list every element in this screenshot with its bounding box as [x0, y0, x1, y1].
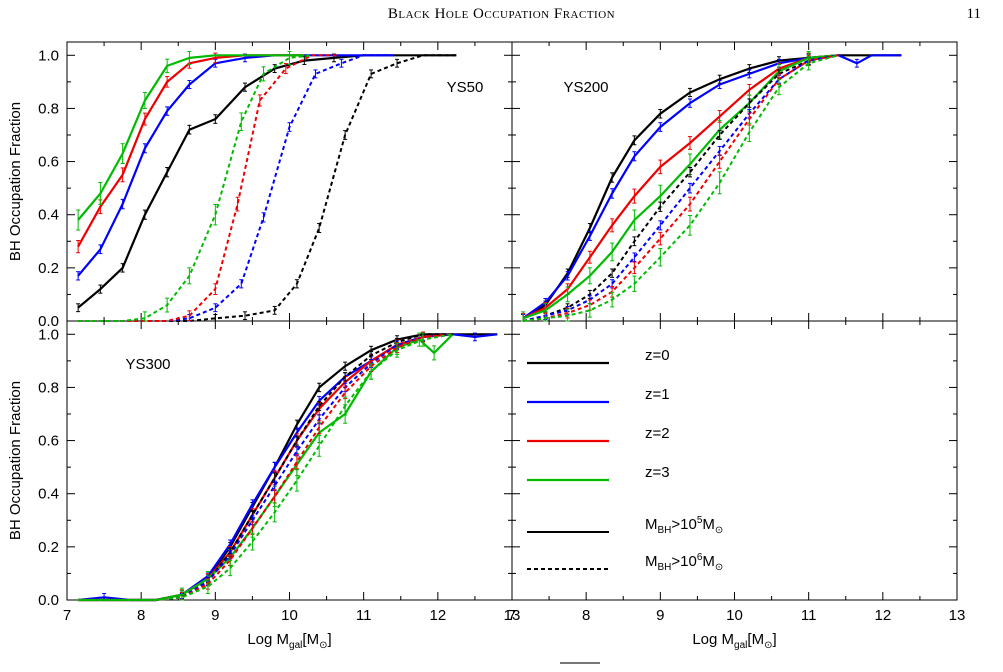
x-tick-label: 10 — [726, 607, 743, 624]
running-title: Black Hole Occupation Fraction — [387, 6, 616, 22]
series-line-z3-1e5 — [77, 54, 305, 221]
series-line-z0-1e5 — [77, 54, 457, 309]
y-tick-label: 0.0 — [38, 592, 59, 609]
series-line-z2-1e6 — [78, 54, 338, 322]
panel-frames — [66, 41, 958, 601]
legend-label: z=2 — [645, 425, 670, 442]
x-tick-label: 11 — [801, 607, 817, 624]
y-tick-label: 1.0 — [38, 47, 59, 64]
y-tick-label: 0.6 — [38, 433, 59, 450]
series-line-z1-1e6 — [78, 333, 453, 601]
legend-label: MBH>106M⊙ — [645, 552, 723, 573]
series-line-z2-1e5 — [78, 333, 453, 602]
series-line-z3-1e6 — [78, 333, 453, 601]
y-tick-label: 0.0 — [38, 313, 59, 330]
legend-label: z=0 — [645, 347, 670, 364]
y-tick-label: 0.4 — [38, 207, 59, 224]
series-line-z0-1e6 — [78, 333, 453, 601]
series-layer — [76, 50, 902, 602]
panel-label: YS50 — [447, 79, 484, 96]
x-tick-label: 12 — [429, 607, 446, 624]
x-tick-label: 11 — [356, 607, 372, 624]
x-tick-label: 10 — [281, 607, 298, 624]
series-line-z0-1e6 — [78, 54, 457, 322]
panel-label: YS300 — [125, 356, 170, 373]
y-tick-label: 0.4 — [38, 486, 59, 503]
x-axis-title: Log Mgal[M⊙] — [692, 631, 776, 651]
series-line-z1-1e6 — [78, 54, 386, 322]
legend-label: z=1 — [645, 386, 670, 403]
x-tick-label: 7 — [508, 607, 516, 624]
x-tick-label: 9 — [656, 607, 664, 624]
x-tick-label: 9 — [211, 607, 219, 624]
panel-frame-0 — [66, 41, 513, 322]
y-axis-title: BH Occupation Fraction — [7, 381, 24, 540]
y-tick-label: 0.8 — [38, 100, 59, 117]
legend: z=0 z=1 z=2 z=3 MBH>105M⊙ MBH>106M⊙ — [527, 347, 723, 573]
series-line-z2-1e6 — [78, 333, 453, 601]
y-tick-label: 0.2 — [38, 539, 59, 556]
legend-label: z=3 — [645, 464, 670, 481]
series-line-z1-1e5 — [522, 54, 902, 320]
x-tick-label: 8 — [582, 607, 590, 624]
page-header: Black Hole Occupation Fraction 11 — [0, 6, 1003, 32]
x-tick-label: 12 — [874, 607, 891, 624]
y-tick-label: 1.0 — [38, 326, 59, 343]
y-axis-title: BH Occupation Fraction — [7, 102, 24, 261]
y-tick-label: 0.2 — [38, 260, 59, 277]
x-tick-label: 7 — [63, 607, 71, 624]
x-tick-label: 8 — [137, 607, 145, 624]
legend-label: MBH>105M⊙ — [645, 515, 723, 536]
x-tick-label: 13 — [504, 607, 521, 624]
panel-label: YS200 — [563, 79, 608, 96]
series-line-z3-1e5 — [78, 333, 454, 602]
y-tick-label: 0.8 — [38, 379, 59, 396]
x-tick-label: 13 — [949, 607, 966, 624]
y-tick-label: 0.6 — [38, 154, 59, 171]
x-axis-title: Log Mgal[M⊙] — [247, 631, 331, 651]
caption-fragment — [560, 660, 650, 666]
page-number: 11 — [966, 6, 981, 22]
text-layer: 0.00.20.40.60.81.00.00.20.40.60.81.07 8 9 1… — [7, 47, 965, 651]
